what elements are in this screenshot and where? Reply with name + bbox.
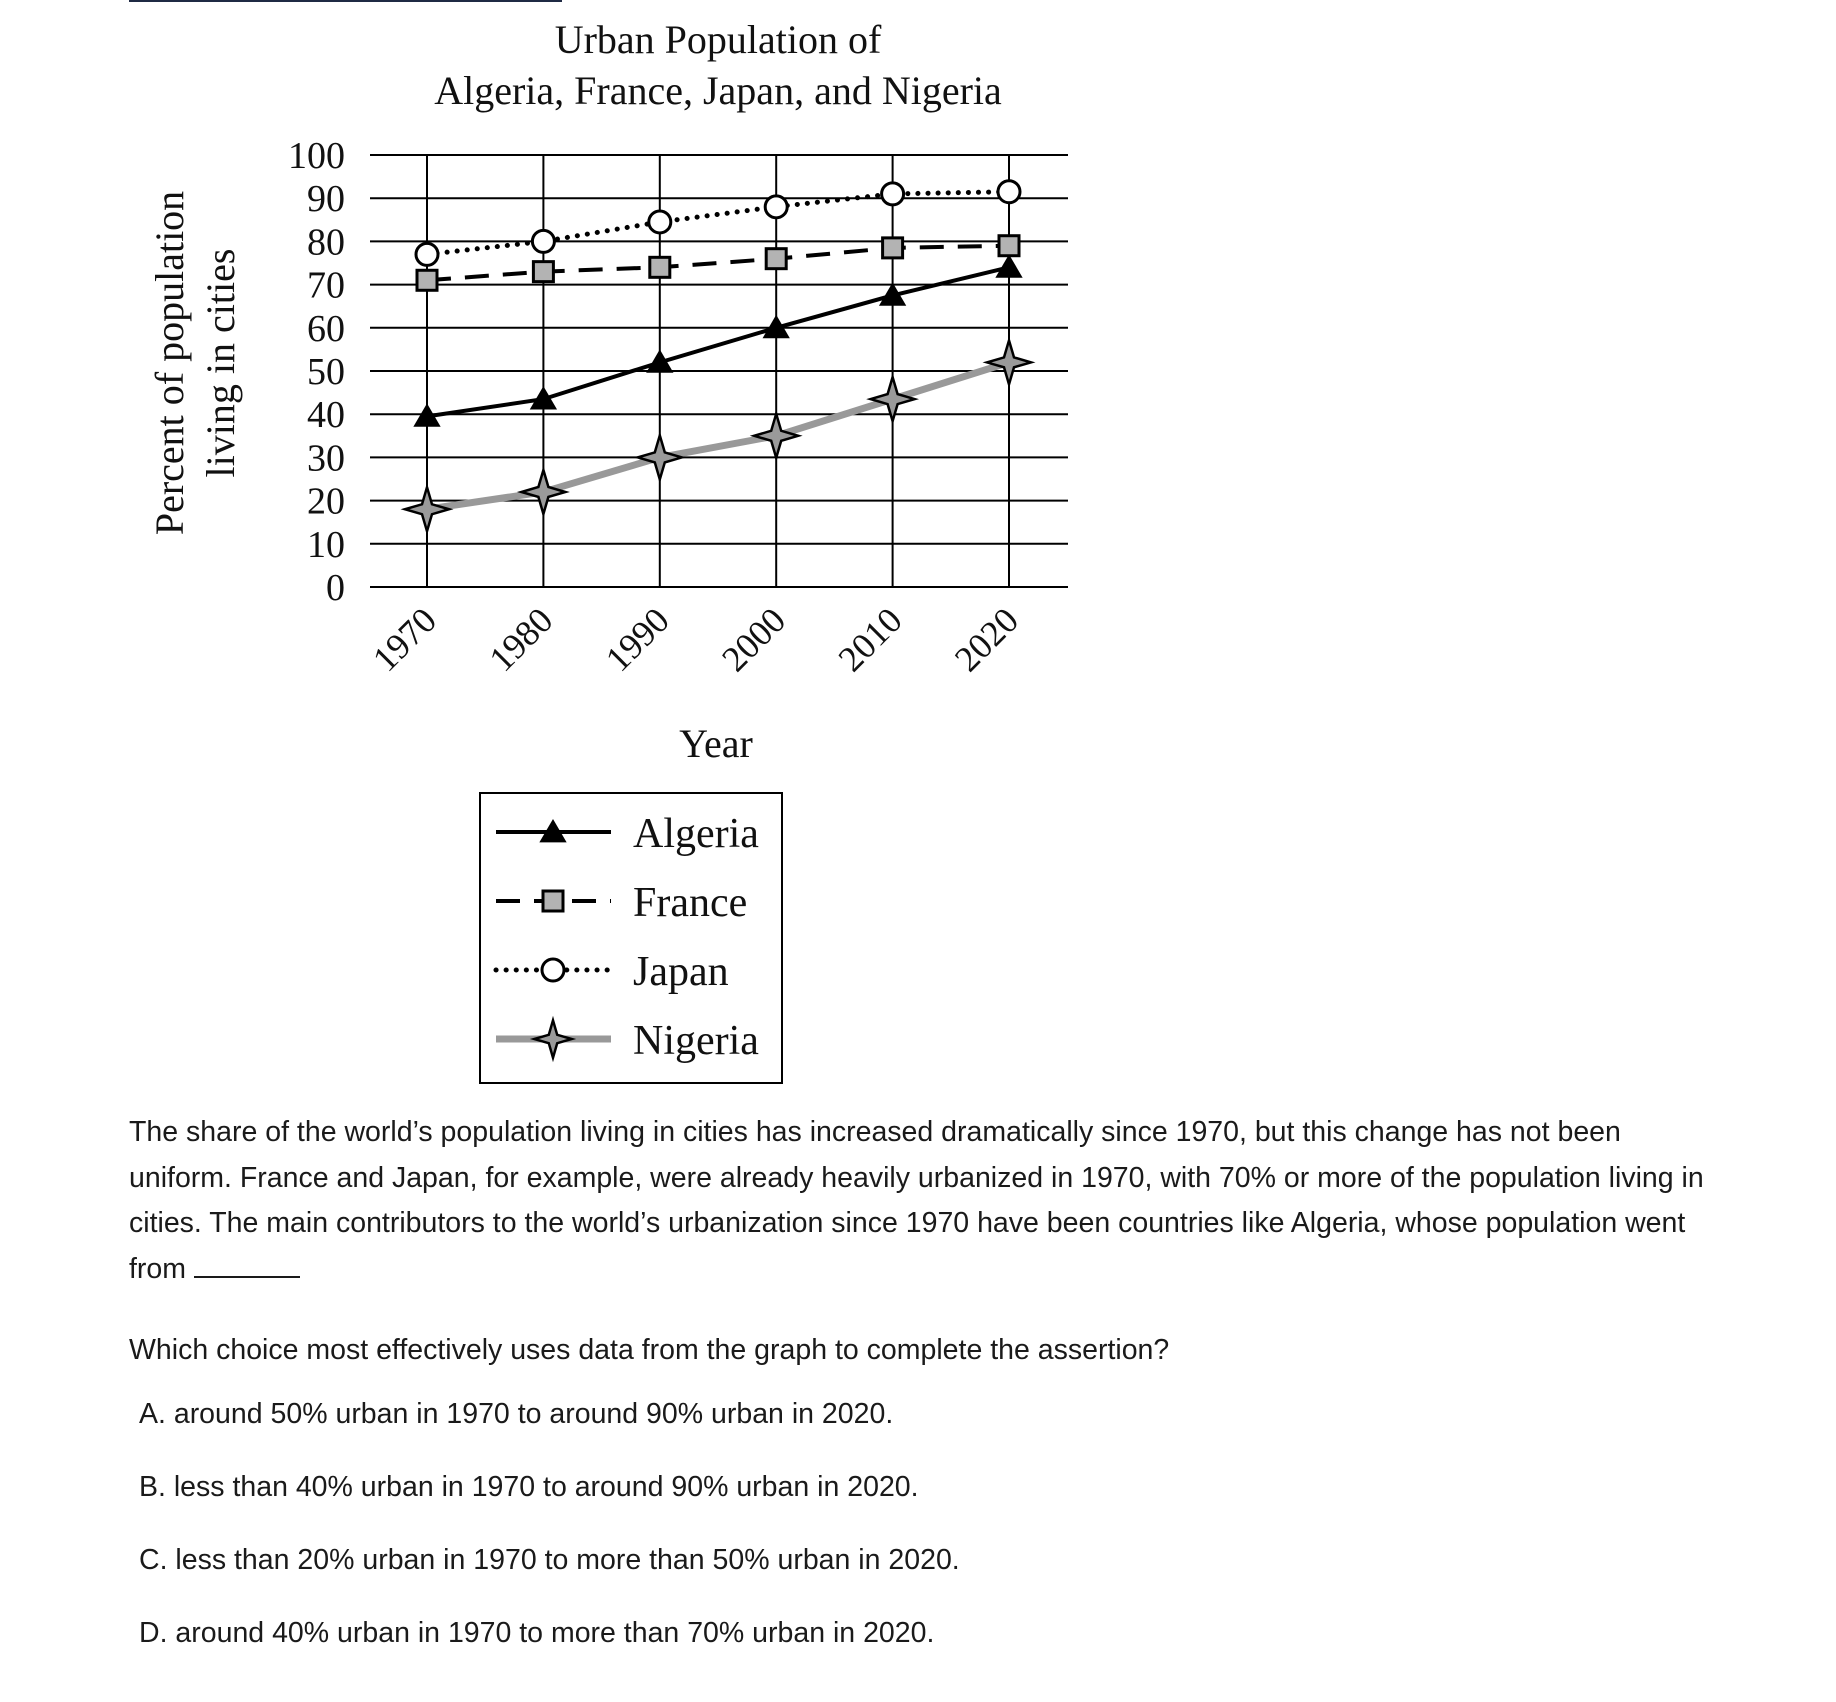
series-france: [415, 234, 1021, 292]
x-tick-labels: 1970 1980 1990 2000 2010 2020: [365, 600, 1026, 679]
legend-item-france: France: [496, 880, 747, 926]
x-tick-label: 1970: [365, 600, 444, 679]
legend-label: France: [633, 880, 747, 926]
choice-a[interactable]: A. around 50% urban in 1970 to around 90…: [139, 1398, 894, 1430]
series-line: [426, 359, 1011, 513]
y-tick-label: 50: [307, 351, 345, 393]
urban-population-chart: Urban Population of Algeria, France, Japa…: [147, 17, 1068, 1084]
y-tick-label: 60: [307, 308, 345, 350]
marker-triangle: [646, 349, 674, 373]
chart-grid: [370, 154, 1068, 588]
answer-choices: A. around 50% urban in 1970 to around 90…: [139, 1394, 1709, 1653]
marker-circle: [880, 181, 906, 207]
marker-circle: [647, 209, 673, 235]
marker-star: [866, 372, 920, 426]
marker-star: [633, 430, 687, 484]
y-tick-label: 40: [307, 394, 345, 436]
marker-triangle: [878, 282, 907, 306]
x-tick-label: 1980: [481, 600, 560, 679]
y-tick-label: 80: [307, 221, 345, 263]
series-line: [424, 189, 1012, 257]
marker-circle: [540, 957, 566, 983]
marker-triangle: [995, 254, 1023, 278]
marker-square: [881, 236, 905, 260]
x-tick-label: 1990: [598, 600, 677, 679]
x-tick-label: 2020: [947, 600, 1026, 679]
marker-square: [648, 255, 672, 279]
marker-triangle: [529, 386, 558, 410]
chart-series: [400, 179, 1036, 536]
marker-star: [749, 409, 803, 463]
marker-triangle: [539, 819, 567, 843]
marker-star: [982, 335, 1036, 389]
legend-item-japan: Japan: [493, 949, 729, 995]
legend-label: Japan: [633, 949, 729, 995]
series-nigeria: [400, 335, 1036, 536]
marker-circle: [530, 228, 556, 254]
marker-star: [516, 465, 570, 519]
x-tick-label: 2000: [714, 600, 793, 679]
y-axis-label: Percent of population living in cities: [147, 191, 243, 535]
legend-item-algeria: Algeria: [496, 811, 759, 857]
marker-square: [541, 889, 565, 913]
chart-title-line: Algeria, France, Japan, and Nigeria: [434, 68, 1002, 113]
y-tick-label: 90: [307, 178, 345, 220]
y-tick-label: 10: [307, 524, 345, 566]
y-tick-label: 0: [326, 567, 345, 609]
choice-c[interactable]: C. less than 20% urban in 1970 to more t…: [139, 1544, 960, 1576]
marker-square: [764, 247, 788, 271]
marker-star: [529, 1015, 577, 1063]
legend-item-nigeria: Nigeria: [496, 1015, 759, 1064]
legend-label: Algeria: [633, 811, 759, 857]
y-axis-label-line: living in cities: [198, 249, 243, 478]
passage: The share of the world’s population livi…: [129, 1110, 1709, 1292]
question-block: The share of the world’s population livi…: [129, 1110, 1709, 1686]
legend-label: Nigeria: [633, 1018, 759, 1064]
choice-d[interactable]: D. around 40% urban in 1970 to more than…: [139, 1617, 935, 1649]
x-tick-label: 2010: [831, 600, 910, 679]
question-prompt: Which choice most effectively uses data …: [129, 1334, 1170, 1366]
x-axis-label: Year: [679, 721, 753, 766]
marker-square: [415, 268, 439, 292]
top-divider: [129, 0, 562, 2]
marker-square: [531, 260, 555, 284]
legend-box: [479, 792, 783, 1084]
choice-b[interactable]: B. less than 40% urban in 1970 to around…: [139, 1471, 919, 1503]
marker-circle: [414, 241, 440, 267]
passage-text: The share of the world’s population livi…: [129, 1116, 1704, 1285]
marker-triangle: [413, 403, 441, 427]
series-line: [426, 243, 1010, 283]
marker-star: [400, 482, 454, 536]
chart-legend: Algeria France Japan Nigeria: [479, 792, 783, 1084]
chart-title: Urban Population of Algeria, France, Japa…: [434, 17, 1002, 113]
marker-square: [997, 234, 1021, 258]
series-japan: [414, 179, 1022, 267]
answer-blank: [194, 1254, 300, 1278]
marker-circle: [996, 179, 1022, 205]
marker-circle: [763, 194, 789, 220]
chart-title-line: Urban Population of: [555, 17, 882, 62]
series-algeria: [413, 254, 1023, 427]
y-tick-label: 30: [307, 437, 345, 479]
y-axis-label-line: Percent of population: [147, 191, 192, 535]
y-tick-label: 20: [307, 481, 345, 523]
y-tick-label: 70: [307, 265, 345, 307]
marker-triangle: [762, 314, 790, 339]
series-line: [426, 265, 1010, 419]
y-tick-label: 100: [288, 135, 345, 177]
